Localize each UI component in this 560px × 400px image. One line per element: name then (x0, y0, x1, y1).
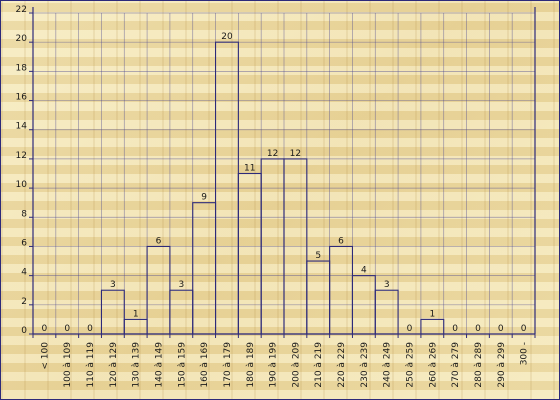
bar-value-label: 6 (338, 236, 344, 246)
x-tick-label: 210 à 219 (314, 342, 324, 388)
x-tick-label: 240 à 249 (383, 342, 393, 388)
bar (123, 318, 148, 335)
x-tick-label: 270 à 279 (451, 342, 461, 388)
x-tick-label: 110 à 119 (86, 342, 96, 388)
bar-value-label: 0 (498, 324, 504, 334)
bar (374, 289, 399, 335)
x-tick-label: 100 à 109 (63, 342, 73, 388)
bar-value-label: 9 (201, 193, 207, 203)
y-tick-label: 12 (16, 151, 27, 161)
bar-value-label: 0 (452, 324, 458, 334)
y-tick-label: 14 (16, 122, 28, 132)
bar (420, 318, 445, 335)
x-tick-label: 130 à 139 (132, 342, 142, 388)
x-tick-label: 300 - (520, 342, 530, 365)
bar-value-label: 3 (110, 280, 116, 290)
bar-value-label: 12 (290, 149, 301, 159)
bar-value-label: 1 (429, 309, 435, 319)
x-tick-label: 140 à 149 (155, 342, 165, 388)
y-tick-label: 18 (16, 63, 28, 73)
x-tick-label: 250 à 259 (406, 342, 416, 388)
bar (192, 202, 217, 335)
bar-value-label: 0 (475, 324, 481, 334)
y-tick-label: 6 (21, 238, 27, 248)
y-tick-label: 20 (16, 34, 28, 44)
axis-layer (29, 7, 536, 338)
x-tick-label: 230 à 239 (360, 342, 370, 388)
bar (169, 289, 194, 335)
y-tick-label: 8 (21, 209, 27, 219)
y-tick-label: 2 (21, 297, 27, 307)
bar-value-label: 0 (407, 324, 413, 334)
bar (306, 260, 331, 335)
x-tick-label: < 100 (40, 342, 50, 370)
bar (146, 245, 171, 335)
bar (237, 172, 262, 335)
x-tick-label: 280 à 289 (474, 342, 484, 388)
y-tick-label: 22 (16, 5, 27, 15)
bar-value-label: 0 (87, 324, 93, 334)
bar-value-label: 4 (361, 266, 367, 276)
bar (329, 245, 354, 335)
bar-value-label: 12 (267, 149, 278, 159)
x-tick-label: 200 à 209 (291, 342, 301, 388)
bar (100, 289, 125, 335)
bar-value-label: 11 (244, 164, 255, 174)
bar-value-label: 0 (42, 324, 48, 334)
bar-value-label: 0 (521, 324, 527, 334)
x-tick-label: 120 à 129 (109, 342, 119, 388)
bar-value-label: 3 (178, 280, 184, 290)
x-tick-label: 190 à 199 (269, 342, 279, 388)
bar-value-label: 6 (156, 236, 162, 246)
x-tick-label: 220 à 229 (337, 342, 347, 388)
bar-value-label: 5 (315, 251, 321, 261)
x-tick-label: 290 à 299 (497, 342, 507, 388)
y-tick-label: 0 (21, 326, 27, 336)
bar-value-label: 20 (221, 32, 233, 42)
x-tick-label: 160 à 169 (200, 342, 210, 388)
bar-value-label: 0 (64, 324, 70, 334)
y-tick-label: 10 (16, 180, 28, 190)
x-tick-label: 150 à 159 (177, 342, 187, 388)
x-tick-label: 170 à 179 (223, 342, 233, 388)
x-tick-label: 180 à 189 (246, 342, 256, 388)
x-tick-label: 260 à 269 (428, 342, 438, 388)
bar-value-label: 3 (384, 280, 390, 290)
y-tick-label: 4 (21, 268, 27, 278)
y-tick-label: 16 (16, 93, 28, 103)
bar-value-label: 1 (133, 309, 139, 319)
